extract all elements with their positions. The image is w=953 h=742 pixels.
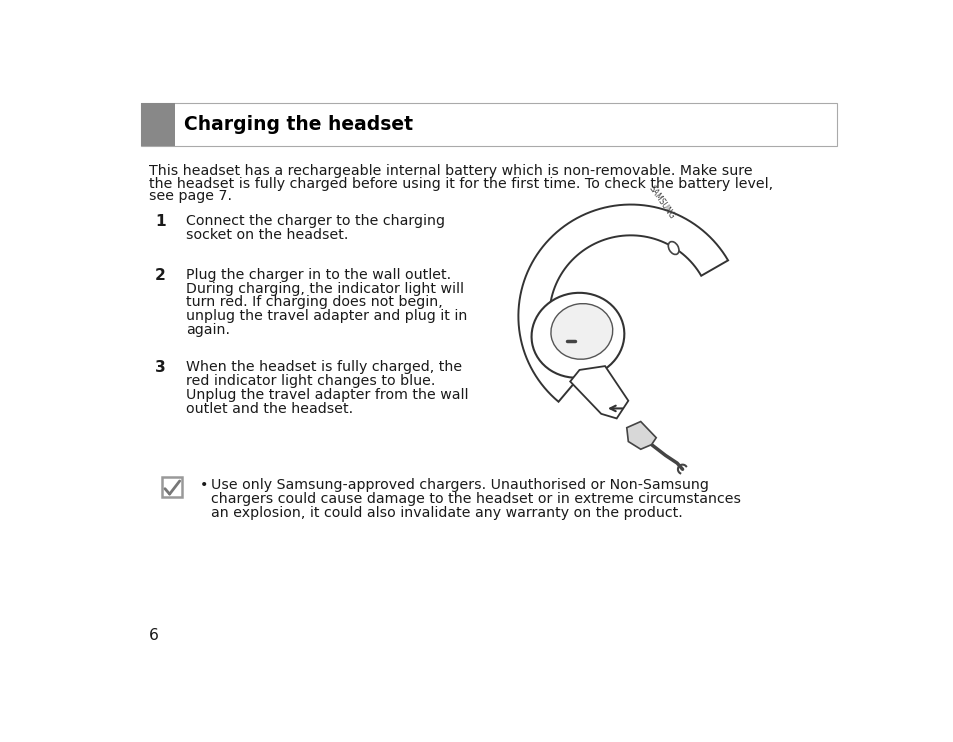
Text: turn red. If charging does not begin,: turn red. If charging does not begin, [186,295,442,309]
Polygon shape [626,421,656,449]
Text: 6: 6 [149,628,158,643]
Text: Plug the charger in to the wall outlet.: Plug the charger in to the wall outlet. [186,268,451,282]
Text: This headset has a rechargeable internal battery which is non-removable. Make su: This headset has a rechargeable internal… [149,165,752,179]
Text: Charging the headset: Charging the headset [184,115,413,134]
Text: •: • [199,478,208,492]
Text: the headset is fully charged before using it for the first time. To check the ba: the headset is fully charged before usin… [149,177,772,191]
Bar [141,103,174,146]
Text: socket on the headset.: socket on the headset. [186,228,348,242]
Polygon shape [570,366,628,418]
Polygon shape [517,205,727,401]
Ellipse shape [668,242,679,255]
Text: an explosion, it could also invalidate any warranty on the product.: an explosion, it could also invalidate a… [211,505,681,519]
Text: When the headset is fully charged, the: When the headset is fully charged, the [186,360,461,374]
Bar [162,477,182,497]
Text: chargers could cause damage to the headset or in extreme circumstances: chargers could cause damage to the heads… [211,492,740,506]
Text: 1: 1 [154,214,166,229]
Ellipse shape [550,303,612,359]
Text: Connect the charger to the charging: Connect the charger to the charging [186,214,444,228]
Text: outlet and the headset.: outlet and the headset. [186,401,353,416]
Text: Use only Samsung-approved chargers. Unauthorised or Non-Samsung: Use only Samsung-approved chargers. Unau… [211,478,708,492]
Text: again.: again. [186,323,230,337]
Text: Unplug the travel adapter from the wall: Unplug the travel adapter from the wall [186,388,468,402]
Text: 3: 3 [154,360,166,375]
Ellipse shape [531,293,623,378]
Text: 2: 2 [154,268,166,283]
Text: During charging, the indicator light will: During charging, the indicator light wil… [186,281,463,295]
Bar [141,103,836,146]
Text: see page 7.: see page 7. [149,189,232,203]
Text: SAMSUNG: SAMSUNG [646,184,676,220]
Text: red indicator light changes to blue.: red indicator light changes to blue. [186,374,435,388]
Text: unplug the travel adapter and plug it in: unplug the travel adapter and plug it in [186,309,467,324]
